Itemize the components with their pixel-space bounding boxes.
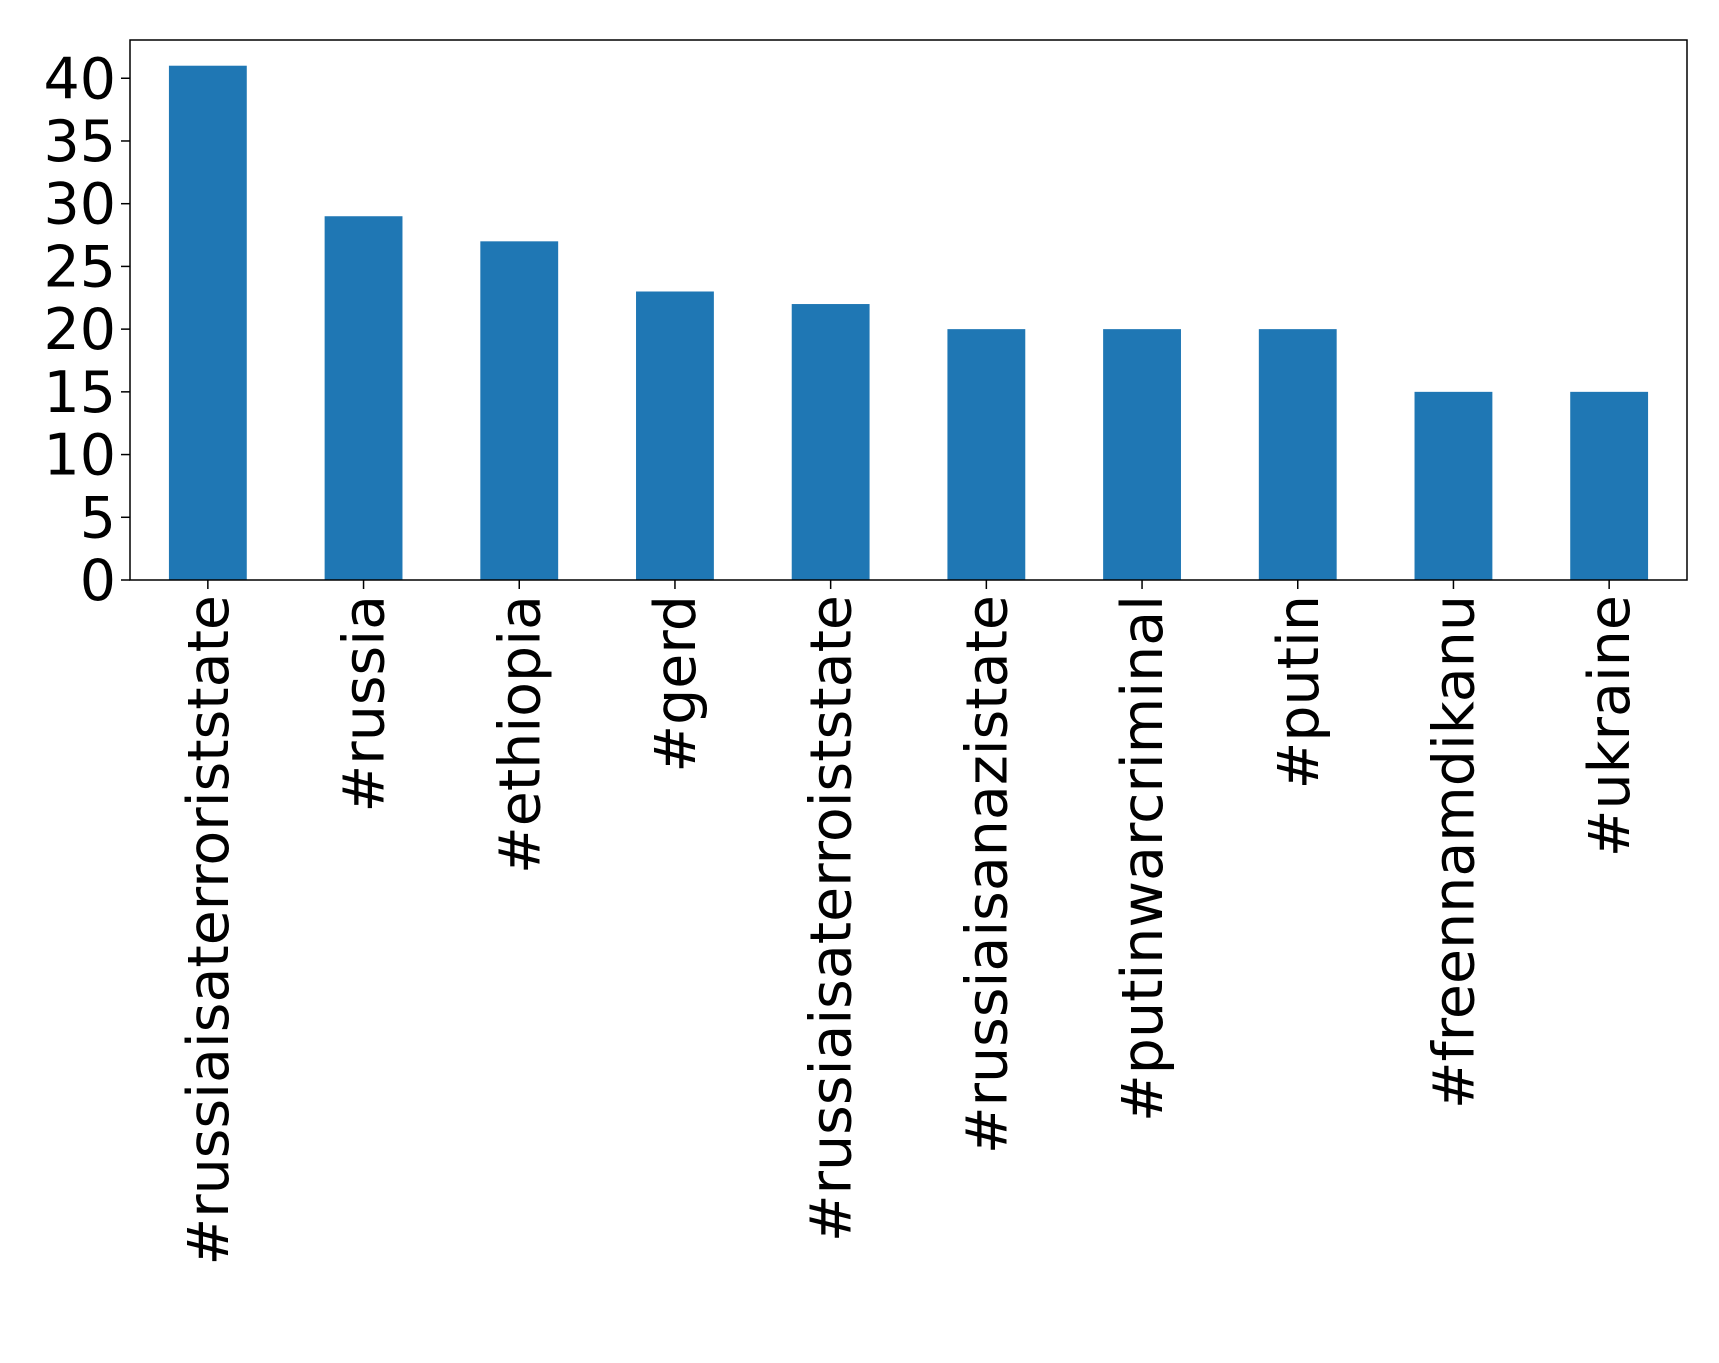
bar xyxy=(1258,329,1337,580)
x-tick-label: #putin xyxy=(1266,595,1332,789)
bar xyxy=(168,65,247,580)
bar xyxy=(636,291,714,580)
y-tick-label: 40 xyxy=(43,46,116,112)
y-tick-label: 25 xyxy=(43,234,116,300)
y-tick-label: 30 xyxy=(43,172,116,238)
x-tick-label: #freennamdikanu xyxy=(1421,595,1487,1109)
bar xyxy=(480,241,559,580)
y-tick-label: 20 xyxy=(43,297,116,363)
x-tick-label: #russiaisanazistate xyxy=(954,595,1020,1154)
bar xyxy=(1570,391,1649,580)
bar xyxy=(1103,329,1181,580)
y-tick-label: 10 xyxy=(43,423,116,489)
y-tick-label: 0 xyxy=(80,548,116,614)
x-tick-label: #ukraine xyxy=(1577,595,1643,857)
bar xyxy=(1414,391,1493,580)
y-tick-label: 5 xyxy=(80,485,116,551)
x-tick-label: #putinwarcriminal xyxy=(1110,595,1176,1122)
x-tick-label: #russiaisaterroiststate xyxy=(799,595,865,1242)
x-tick-label: #ethiopia xyxy=(487,595,553,874)
x-tick-label: #russiaisaterroriststate xyxy=(176,595,242,1266)
y-tick-label: 35 xyxy=(43,109,116,175)
axes-frame xyxy=(129,39,1688,581)
bar xyxy=(947,329,1026,580)
bar xyxy=(324,216,403,580)
x-tick-label: #gerd xyxy=(643,595,709,773)
x-tick-label: #russia xyxy=(332,595,398,812)
bar xyxy=(791,304,870,580)
y-tick-label: 15 xyxy=(43,360,116,426)
